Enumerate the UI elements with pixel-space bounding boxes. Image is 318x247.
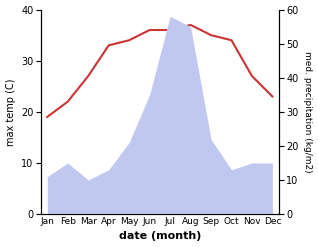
X-axis label: date (month): date (month) [119,231,201,242]
Y-axis label: max temp (C): max temp (C) [5,78,16,145]
Y-axis label: med. precipitation (kg/m2): med. precipitation (kg/m2) [303,51,313,173]
